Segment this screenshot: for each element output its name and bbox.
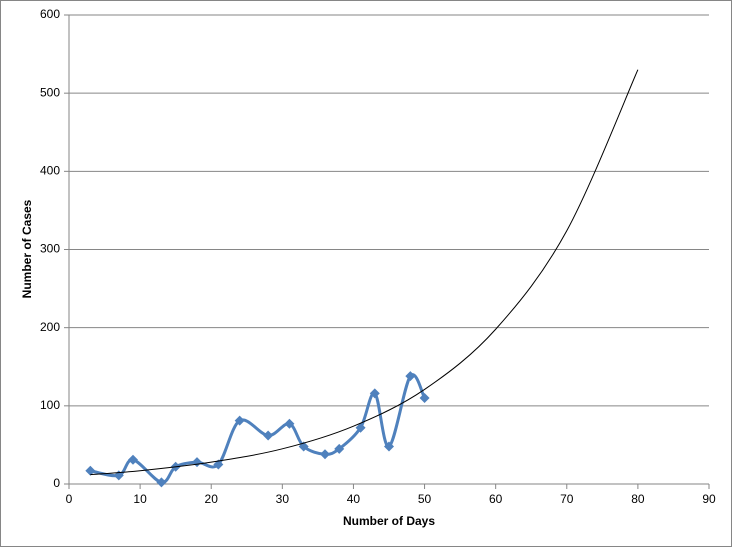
x-tick-label: 90 [702, 492, 716, 506]
data-point [355, 422, 366, 433]
data-point [369, 388, 380, 399]
data-point [128, 454, 138, 465]
y-axis-title: Number of Cases [20, 199, 34, 298]
y-tick-label: 200 [40, 320, 60, 334]
data-point [405, 371, 416, 382]
y-tick-label: 600 [40, 7, 60, 21]
data-point [234, 415, 245, 426]
x-tick-label: 50 [418, 492, 432, 506]
data-point [334, 443, 345, 454]
x-tick-label: 40 [347, 492, 361, 506]
data-point [156, 477, 167, 488]
data-point [85, 465, 96, 476]
data-point [320, 449, 330, 460]
data-point [284, 418, 295, 429]
x-tick-label: 60 [489, 492, 503, 506]
trendline [90, 69, 639, 476]
data-point [213, 459, 224, 470]
data-point [384, 441, 394, 452]
y-tick-label: 300 [40, 242, 60, 256]
x-tick-label: 20 [205, 492, 219, 506]
data-point [263, 430, 274, 441]
x-tick-label: 10 [133, 492, 147, 506]
y-tick-label: 400 [40, 164, 60, 178]
x-tick-label: 0 [66, 492, 73, 506]
x-tick-label: 70 [560, 492, 574, 506]
y-tick-label: 100 [40, 398, 60, 412]
data-point [419, 393, 430, 404]
x-tick-label: 80 [631, 492, 645, 506]
y-tick-label: 0 [53, 476, 60, 490]
y-tick-label: 500 [40, 85, 60, 99]
x-tick-label: 30 [276, 492, 290, 506]
x-axis-title: Number of Days [343, 514, 435, 528]
